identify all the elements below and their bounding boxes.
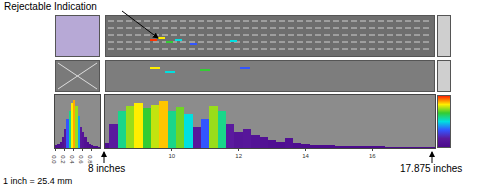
- svg-text:0.0: 0.0: [51, 155, 57, 164]
- svg-text:16: 16: [369, 153, 376, 159]
- svg-text:10: 10: [168, 153, 175, 159]
- html-text:17.875 inches: 17.875 inches: [400, 163, 463, 174]
- html-text:Rejectable Indication: Rejectable Indication: [4, 1, 97, 12]
- svg-text:0.8: 0.8: [87, 155, 93, 164]
- html-text:8 inches: 8 inches: [88, 163, 126, 174]
- html-text:1 inch = 25.4 mm: 1 inch = 25.4 mm: [3, 176, 73, 186]
- svg-text:0.2: 0.2: [60, 155, 66, 164]
- svg-text:14: 14: [302, 153, 309, 159]
- svg-text:0.4: 0.4: [69, 155, 75, 164]
- svg-text:0.6: 0.6: [78, 155, 84, 164]
- svg-text:12: 12: [235, 153, 242, 159]
